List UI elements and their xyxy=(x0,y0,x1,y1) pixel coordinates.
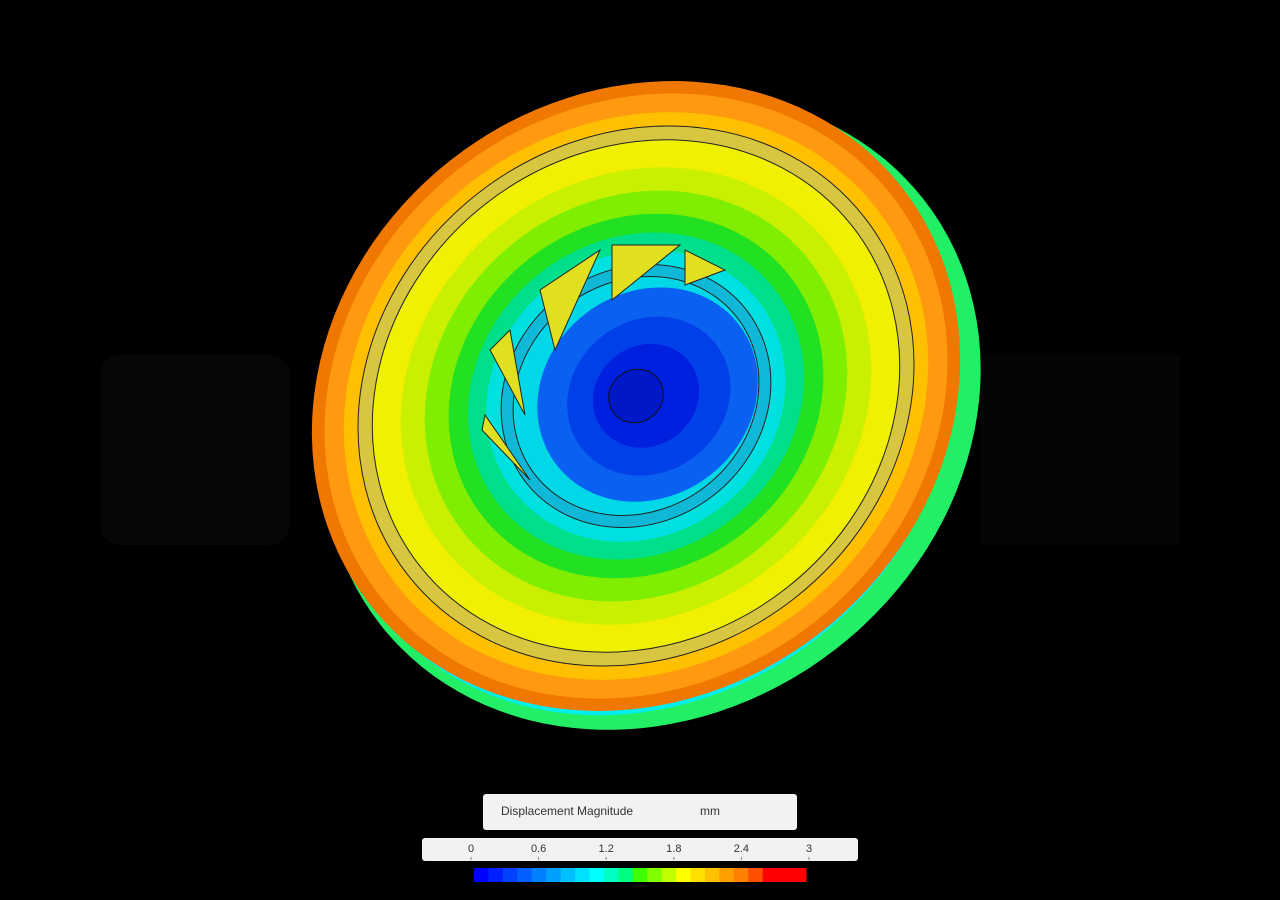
legend-ticks: 0 0.6 1.2 1.8 2.4 3 xyxy=(468,843,812,860)
blade xyxy=(684,249,727,286)
colorbar-segment xyxy=(531,868,547,882)
colorbar-segment xyxy=(762,868,778,882)
legend-tick-label: 1.8 xyxy=(666,843,681,855)
legend-tick-label: 1.2 xyxy=(599,843,614,855)
colorbar-segment xyxy=(488,868,504,882)
colorbar-segment xyxy=(719,868,735,882)
watermark-logo xyxy=(100,355,290,545)
legend-tick-label: 0.6 xyxy=(531,843,546,855)
blade xyxy=(481,413,531,481)
colorbar-segment xyxy=(517,868,533,882)
colorbar-segment xyxy=(546,868,562,882)
colorbar-segment xyxy=(632,868,648,882)
colorbar-segment xyxy=(474,868,489,882)
blade xyxy=(611,244,682,302)
colorbar-segment xyxy=(704,868,720,882)
watermark xyxy=(100,355,1180,545)
blade xyxy=(539,248,602,352)
legend-title-box xyxy=(483,794,797,830)
legend-unit: mm xyxy=(700,804,720,818)
colorbar-segment xyxy=(748,868,764,882)
colorbar-segment xyxy=(777,868,793,882)
legend-tick-box xyxy=(422,838,858,861)
blade xyxy=(489,328,526,416)
colorbar-segment xyxy=(690,868,706,882)
colorbar-segment xyxy=(502,868,518,882)
colorbar-segment xyxy=(791,868,807,882)
legend-title: Displacement Magnitude xyxy=(501,804,633,818)
colorbar-segment xyxy=(733,868,749,882)
colorbar-segment xyxy=(647,868,663,882)
blades xyxy=(481,244,727,481)
impeller-disc xyxy=(311,81,961,711)
colorbar-segment xyxy=(618,868,634,882)
watermark-letters xyxy=(980,355,1180,545)
legend-tick-label: 2.4 xyxy=(734,843,749,855)
colorbar-segment xyxy=(575,868,590,882)
legend-tick-label: 0 xyxy=(468,843,474,855)
colorbar-segment xyxy=(560,868,576,882)
colorbar-segment xyxy=(589,868,605,882)
colorbar xyxy=(474,868,807,882)
colorbar-segment xyxy=(676,868,692,882)
legend-tick-label: 3 xyxy=(806,843,812,855)
colorbar-segment xyxy=(661,868,677,882)
hub xyxy=(608,368,664,424)
colorbar-segment xyxy=(603,868,619,882)
